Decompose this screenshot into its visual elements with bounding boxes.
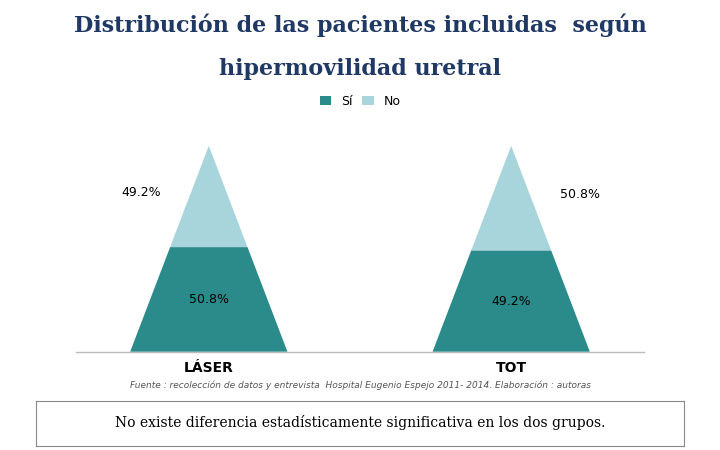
Text: 50.8%: 50.8%	[189, 293, 229, 306]
Polygon shape	[130, 247, 287, 351]
Text: 49.2%: 49.2%	[122, 186, 161, 199]
Text: 50.8%: 50.8%	[560, 188, 600, 201]
Text: Fuente : recolección de datos y entrevista  Hospital Eugenio Espejo 2011- 2014. : Fuente : recolección de datos y entrevis…	[130, 380, 590, 390]
Polygon shape	[433, 250, 590, 351]
Text: hipermovilidad uretral: hipermovilidad uretral	[219, 58, 501, 81]
Text: TOT: TOT	[495, 361, 527, 375]
Text: No existe diferencia estadísticamente significativa en los dos grupos.: No existe diferencia estadísticamente si…	[114, 415, 606, 431]
Text: 49.2%: 49.2%	[491, 295, 531, 307]
Legend: Sí, No: Sí, No	[315, 90, 405, 113]
Polygon shape	[170, 146, 248, 247]
Text: LÁSER: LÁSER	[184, 361, 234, 375]
Text: Distribución de las pacientes incluidas  según: Distribución de las pacientes incluidas …	[73, 14, 647, 37]
Polygon shape	[472, 146, 551, 250]
